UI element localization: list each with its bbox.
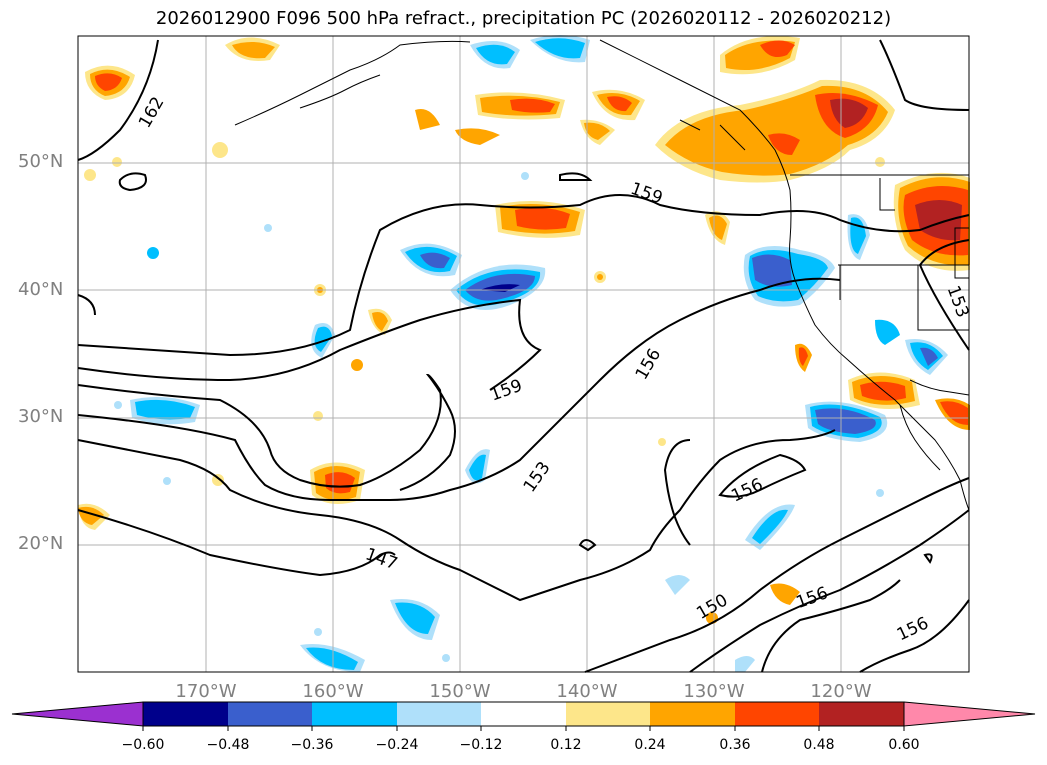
colorbar-extend-low bbox=[11, 701, 144, 727]
precip-patch bbox=[658, 438, 666, 446]
lat-label-50n: 50°N bbox=[18, 151, 64, 172]
precip-patch bbox=[760, 40, 795, 58]
precip-patch bbox=[597, 274, 603, 280]
lon-label-140w: 140°W bbox=[556, 681, 618, 702]
precip-patch bbox=[768, 133, 800, 155]
contour-label-layer: 162 159 159 156 153 156 153 147 150 156 … bbox=[135, 94, 973, 646]
map-frame bbox=[77, 35, 970, 673]
precip-patch bbox=[875, 157, 885, 167]
lon-label-170w: 170°W bbox=[175, 681, 237, 702]
contour-label: 156 bbox=[728, 475, 766, 507]
precip-patch bbox=[940, 401, 968, 425]
precip-patch bbox=[735, 656, 755, 672]
precip-patch bbox=[915, 200, 962, 241]
precip-patch bbox=[415, 109, 440, 130]
precip-patch bbox=[232, 41, 275, 59]
colorbar bbox=[11, 701, 1036, 731]
colorbar-tick-label: 0.12 bbox=[550, 737, 582, 753]
precip-patch bbox=[535, 38, 585, 59]
colorbar-segment bbox=[566, 702, 650, 726]
precip-fill-layer bbox=[78, 35, 970, 672]
precip-patch bbox=[163, 477, 171, 485]
contour-lines bbox=[77, 39, 970, 673]
precip-patch bbox=[351, 359, 363, 371]
coastlines bbox=[234, 39, 970, 511]
colorbar-segment bbox=[481, 702, 566, 726]
colorbar-tick-label: −0.48 bbox=[206, 737, 250, 753]
colorbar-segment bbox=[143, 702, 228, 726]
colorbar-tick-label: 0.60 bbox=[888, 737, 920, 753]
colorbar-tick-label: 0.24 bbox=[634, 737, 666, 753]
colorbar-segment bbox=[228, 702, 312, 726]
precip-patch bbox=[521, 172, 529, 180]
colorbar-tick-label: −0.36 bbox=[290, 737, 334, 753]
precip-patch bbox=[112, 157, 122, 167]
lat-label-40n: 40°N bbox=[18, 279, 64, 300]
precip-patch bbox=[815, 408, 876, 434]
precip-patch bbox=[95, 73, 122, 91]
colorbar-tick-label: 0.48 bbox=[803, 737, 835, 753]
precip-patch bbox=[306, 647, 358, 670]
precip-patch bbox=[770, 583, 800, 605]
precip-patch bbox=[84, 169, 96, 181]
precip-patch bbox=[510, 98, 555, 113]
precip-patch bbox=[212, 474, 224, 486]
lon-label-160w: 160°W bbox=[302, 681, 364, 702]
colorbar-segment bbox=[735, 702, 819, 726]
colorbar-extend-high bbox=[903, 701, 1036, 727]
precip-patch bbox=[920, 347, 938, 366]
precip-patch bbox=[135, 399, 195, 420]
precip-patch bbox=[875, 319, 900, 345]
precip-patch bbox=[469, 454, 486, 481]
lat-label-20n: 20°N bbox=[18, 533, 64, 554]
precip-patch bbox=[147, 247, 159, 259]
contour-label: 156 bbox=[632, 345, 666, 383]
lon-label-120w: 120°W bbox=[810, 681, 872, 702]
precip-patch bbox=[455, 128, 500, 145]
colorbar-segment bbox=[819, 702, 904, 726]
precip-patch bbox=[313, 411, 323, 421]
precip-patch bbox=[372, 312, 388, 331]
precip-patch bbox=[114, 401, 122, 409]
colorbar-tick-label: 0.36 bbox=[719, 737, 751, 753]
precip-patch bbox=[860, 381, 906, 401]
precip-patch bbox=[798, 347, 808, 366]
colorbar-segment bbox=[397, 702, 481, 726]
precip-patch bbox=[314, 326, 332, 352]
contour-label: 147 bbox=[363, 544, 400, 574]
precip-patch bbox=[325, 472, 355, 494]
colorbar-tick-label: −0.12 bbox=[459, 737, 503, 753]
colorbar-segment bbox=[312, 702, 397, 726]
precip-patch bbox=[395, 602, 435, 634]
precip-patch bbox=[752, 509, 788, 544]
precip-patch bbox=[607, 96, 632, 112]
precip-patch bbox=[442, 654, 450, 662]
contour-label: 156 bbox=[793, 583, 830, 613]
lon-label-130w: 130°W bbox=[683, 681, 745, 702]
precip-patch bbox=[876, 489, 884, 497]
contour-label: 159 bbox=[488, 376, 525, 406]
precip-patch bbox=[665, 575, 690, 595]
contour-label: 153 bbox=[520, 458, 555, 496]
precip-patch bbox=[212, 142, 228, 158]
precip-patch bbox=[515, 207, 570, 230]
precip-patch bbox=[584, 122, 610, 140]
map-title: 2026012900 F096 500 hPa refract., precip… bbox=[155, 8, 892, 29]
precip-patch bbox=[264, 224, 272, 232]
colorbar-tick-label: −0.60 bbox=[121, 737, 165, 753]
precip-patch bbox=[830, 98, 868, 128]
lon-label-150w: 150°W bbox=[429, 681, 491, 702]
colorbar-tick-label: −0.24 bbox=[375, 737, 419, 753]
contour-label: 156 bbox=[894, 613, 932, 645]
lat-label-30n: 30°N bbox=[18, 406, 64, 427]
precip-patch bbox=[420, 252, 450, 269]
precip-patch bbox=[314, 628, 322, 636]
colorbar-segment bbox=[650, 702, 735, 726]
precip-patch bbox=[476, 44, 515, 65]
contour-label: 159 bbox=[628, 179, 665, 209]
precip-patch bbox=[752, 254, 792, 287]
